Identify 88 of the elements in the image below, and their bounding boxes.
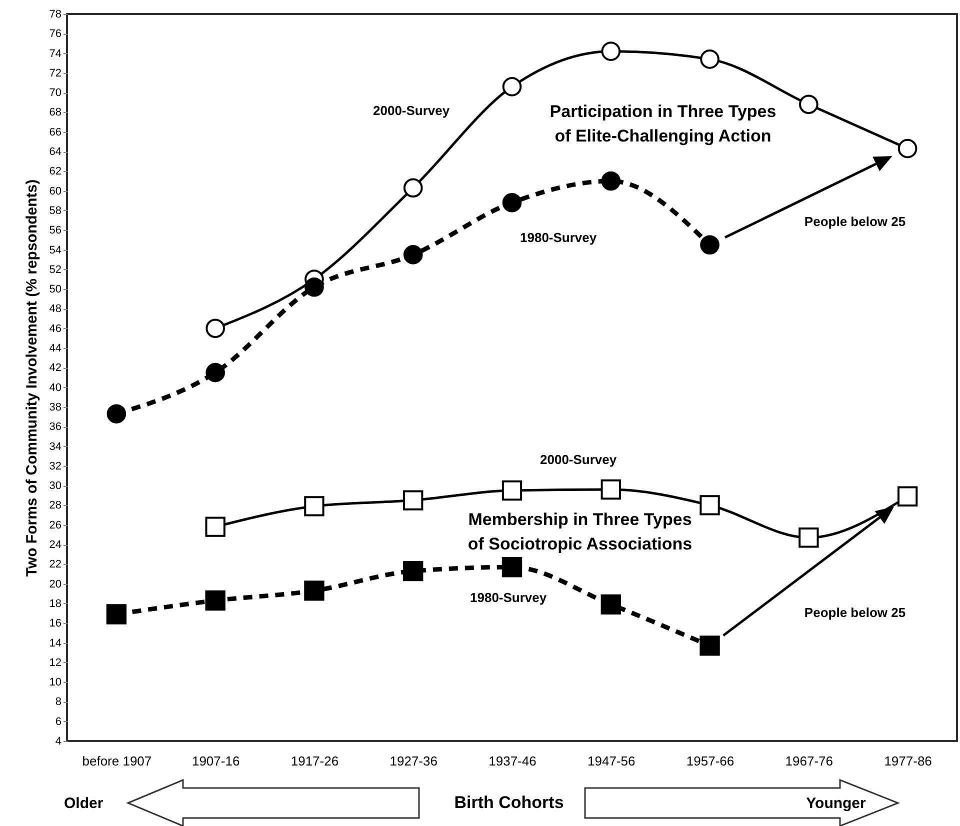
y-tick-label: 26 <box>49 519 62 532</box>
point <box>700 50 720 69</box>
y-tick-label: 54 <box>49 244 62 256</box>
series-label: 1980-Survey <box>470 590 548 605</box>
y-tick-label: 42 <box>49 362 62 374</box>
y-tick-label: 76 <box>49 28 62 40</box>
y-tick-label: 32 <box>49 460 62 472</box>
point <box>600 479 621 500</box>
x-tick-label: 1917-26 <box>290 754 339 768</box>
y-tick-label: 78 <box>49 8 62 20</box>
y-tick-label: 58 <box>49 204 62 217</box>
point <box>600 594 621 615</box>
annotation: People below 25 <box>804 605 906 620</box>
y-tick-label: 24 <box>49 539 62 552</box>
text: Younger <box>806 795 866 812</box>
point <box>206 362 225 382</box>
x-tick-label: 1927-36 <box>390 754 438 768</box>
annotation: People below 25 <box>804 214 906 229</box>
x-tick-label: 1977-86 <box>884 754 932 768</box>
point <box>798 528 819 548</box>
point <box>897 486 918 506</box>
point <box>206 318 225 338</box>
x-tick-label: 1907-16 <box>192 754 240 768</box>
y-tick-label: 72 <box>49 67 62 80</box>
series-label: 2000-Survey <box>540 452 618 467</box>
y-tick-label: 70 <box>49 87 62 100</box>
y-tick-label: 62 <box>49 166 62 178</box>
point <box>205 590 226 611</box>
point <box>403 490 424 510</box>
y-tick-label: 56 <box>49 224 62 237</box>
x-tick-label: before 1907 <box>82 754 152 768</box>
y-tick-label: 46 <box>49 322 62 335</box>
point <box>700 495 720 516</box>
point <box>601 42 621 61</box>
point <box>106 404 126 424</box>
point <box>502 480 522 501</box>
y-tick-label: 68 <box>49 106 62 119</box>
point <box>502 192 522 212</box>
y-tick-label: 8 <box>55 696 62 708</box>
x-tick-label: 1957-66 <box>686 754 734 768</box>
y-tick-label: 60 <box>49 185 62 198</box>
y-axis-title: Two Forms of Community Involvement (% repsondents) <box>23 179 40 577</box>
point <box>799 94 818 114</box>
y-tick-label: 52 <box>49 264 62 276</box>
text: Older <box>64 795 104 812</box>
annotation: Membership in Three Types of Sociotropic Associations <box>468 510 692 554</box>
y-tick-label: 14 <box>49 637 62 650</box>
y-tick-label: 48 <box>49 303 62 316</box>
point <box>403 178 423 198</box>
y-tick-label: 64 <box>49 146 62 158</box>
y-tick-label: 66 <box>49 126 62 138</box>
y-tick-label: 38 <box>49 401 62 414</box>
y-tick-label: 12 <box>49 656 62 669</box>
point <box>700 235 720 255</box>
y-tick-label: 4 <box>55 736 62 748</box>
y-tick-label: 28 <box>49 500 62 512</box>
x-tick-label: 1947-56 <box>588 754 636 768</box>
y-tick-label: 10 <box>49 676 62 689</box>
y-tick-label: 16 <box>49 618 62 630</box>
point <box>502 77 522 96</box>
point <box>205 516 226 537</box>
point <box>502 557 522 578</box>
series-label: 1980-Survey <box>520 230 598 245</box>
point <box>403 245 423 264</box>
point <box>304 580 324 601</box>
point <box>700 636 720 656</box>
x-tick-label: 1937-46 <box>488 754 536 768</box>
point <box>106 604 127 624</box>
y-tick-label: 18 <box>49 598 62 610</box>
x-tick-label: 1967-76 <box>785 754 834 768</box>
point <box>304 277 324 297</box>
point <box>304 496 324 516</box>
y-tick-label: 40 <box>49 382 62 394</box>
y-tick-label: 6 <box>55 716 62 728</box>
y-tick-label: 44 <box>49 342 62 355</box>
annotation: Participation in Three Types of Elite-Challenging Action <box>550 102 776 146</box>
y-tick-label: 20 <box>49 578 62 590</box>
y-tick-label: 50 <box>49 284 62 296</box>
x-axis-title: Birth Cohorts <box>454 793 564 812</box>
point <box>403 560 424 582</box>
point <box>898 138 918 158</box>
y-tick-label: 74 <box>49 48 62 60</box>
point <box>601 171 621 191</box>
y-tick-label: 36 <box>49 421 62 434</box>
y-tick-label: 22 <box>49 558 62 571</box>
series-label: 2000-Survey <box>373 103 450 118</box>
y-tick-label: 30 <box>49 480 62 492</box>
y-tick-label: 34 <box>49 440 62 453</box>
